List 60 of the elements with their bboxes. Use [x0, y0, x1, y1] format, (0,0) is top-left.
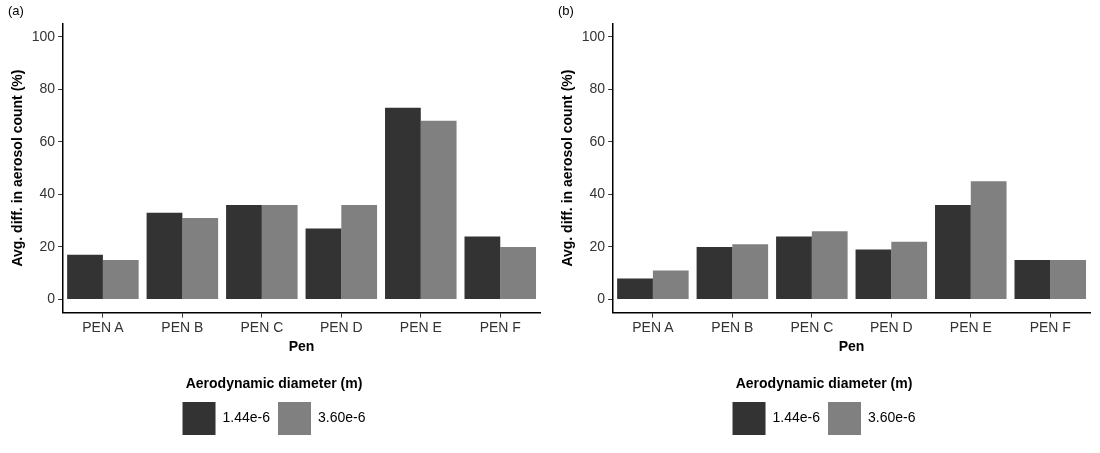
legend-title: Aerodynamic diameter (m) — [735, 375, 913, 392]
bar — [891, 241, 928, 299]
x-tick-label: PEN D — [319, 318, 363, 335]
legend-label: 1.44e-6 — [772, 409, 821, 426]
bar — [652, 270, 689, 299]
bar — [67, 254, 103, 299]
x-tick-label: PEN A — [82, 318, 125, 335]
chart-title: (b) — [558, 3, 574, 19]
y-tick-label: 40 — [39, 185, 56, 202]
bar — [102, 260, 139, 299]
y-tick-label: 40 — [589, 185, 606, 202]
bar — [696, 246, 733, 299]
y-axis-title: Avg. diff. in aerosol count (%) — [559, 69, 576, 267]
bar — [385, 107, 421, 299]
x-tick-label: PEN E — [399, 318, 442, 335]
bar — [420, 120, 457, 299]
x-tick-label: PEN F — [479, 318, 521, 335]
bar — [776, 236, 812, 299]
bar — [226, 204, 262, 299]
bar — [732, 244, 769, 299]
y-tick-label: 80 — [589, 80, 606, 97]
bar — [855, 249, 892, 299]
x-tick-label: PEN A — [632, 318, 675, 335]
legend-label: 1.44e-6 — [222, 409, 271, 426]
y-tick-label: 100 — [581, 27, 606, 44]
y-tick-label: 20 — [39, 237, 56, 254]
bar — [146, 212, 183, 299]
y-tick-label: 0 — [597, 290, 606, 307]
bar — [617, 278, 653, 299]
legend-label: 3.60e-6 — [868, 409, 916, 426]
bar — [970, 181, 1007, 299]
x-tick-label: PEN B — [711, 318, 754, 335]
legend-title: Aerodynamic diameter (m) — [185, 375, 363, 392]
bar — [464, 236, 501, 299]
x-tick-label: PEN E — [949, 318, 992, 335]
bar — [182, 218, 219, 299]
chart-title: (a) — [8, 3, 24, 19]
x-tick-label: PEN D — [869, 318, 913, 335]
bar — [935, 204, 971, 299]
bar — [305, 228, 342, 299]
y-tick-label: 0 — [47, 290, 56, 307]
legend-label: 3.60e-6 — [318, 409, 366, 426]
y-tick-label: 100 — [31, 27, 56, 44]
x-axis-title: Pen — [288, 337, 315, 354]
bar — [500, 246, 537, 299]
x-tick-label: PEN B — [161, 318, 204, 335]
x-axis-title: Pen — [838, 337, 865, 354]
x-tick-label: PEN F — [1029, 318, 1071, 335]
bar — [341, 204, 378, 299]
bar — [1050, 260, 1087, 299]
bar — [261, 204, 298, 299]
x-tick-label: PEN C — [790, 318, 834, 335]
bar — [811, 231, 848, 299]
y-tick-label: 80 — [39, 80, 56, 97]
y-axis-title: Avg. diff. in aerosol count (%) — [9, 69, 26, 267]
bar — [1014, 260, 1051, 299]
y-tick-label: 20 — [589, 237, 606, 254]
x-tick-label: PEN C — [240, 318, 284, 335]
y-tick-label: 60 — [39, 132, 56, 149]
y-tick-label: 60 — [589, 132, 606, 149]
